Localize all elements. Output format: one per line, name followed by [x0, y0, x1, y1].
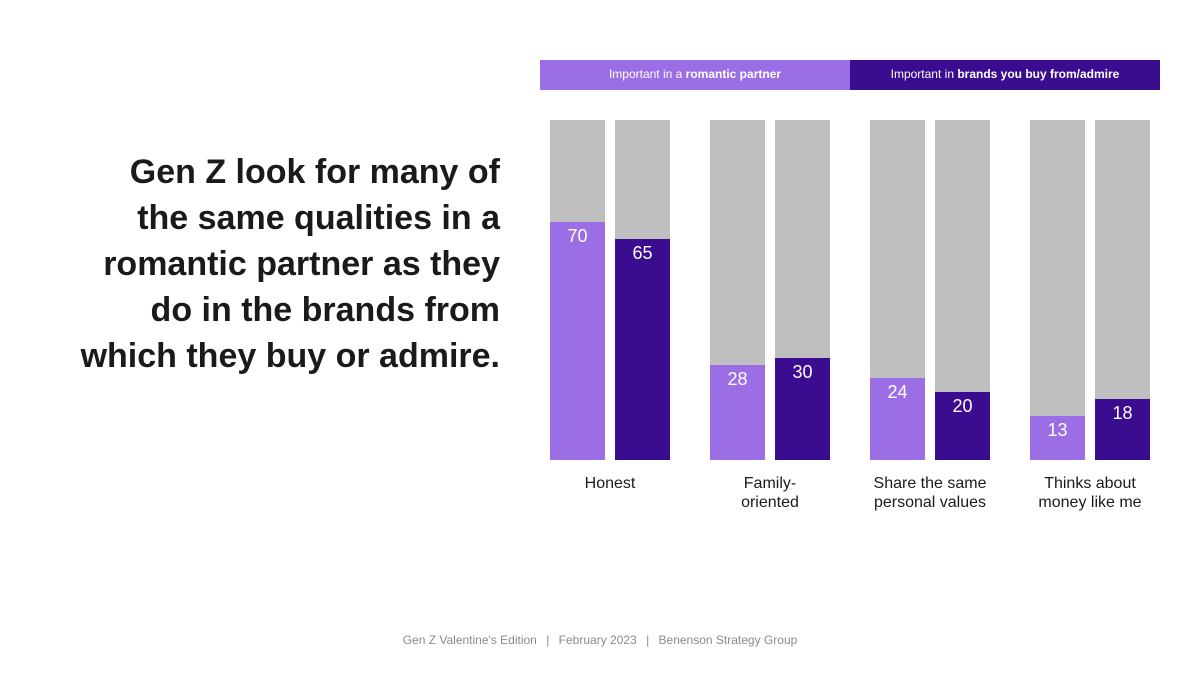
- bar-group: 28 30 Family-oriented: [700, 120, 840, 514]
- footer-sep: |: [546, 633, 549, 647]
- footer: Gen Z Valentine's Edition | February 202…: [0, 633, 1200, 647]
- bar-value: 18: [1095, 403, 1150, 424]
- bar-fill: 65: [615, 239, 670, 460]
- legend-bold: brands you buy from/admire: [957, 67, 1119, 81]
- bar-group: 13 18 Thinks about money like me: [1020, 120, 1160, 514]
- bar-groups: 70 65 Honest 28 30 Family-oriented 24 20 Share t…: [540, 120, 1160, 514]
- bar-value: 70: [550, 226, 605, 247]
- bar-track: 28: [710, 120, 765, 460]
- bar-value: 20: [935, 396, 990, 417]
- bar-pair: 70 65: [550, 120, 670, 460]
- bar-fill: 20: [935, 392, 990, 460]
- category-label: Family-oriented: [741, 474, 799, 514]
- bar-value: 13: [1030, 420, 1085, 441]
- legend: Important in a romantic partner Importan…: [540, 60, 1160, 90]
- bar-pair: 24 20: [870, 120, 990, 460]
- footer-part: February 2023: [559, 633, 637, 647]
- bar-track: 30: [775, 120, 830, 460]
- bar-track: 20: [935, 120, 990, 460]
- legend-prefix: Important in a: [609, 67, 686, 81]
- bar-fill: 18: [1095, 399, 1150, 460]
- legend-prefix: Important in: [891, 67, 958, 81]
- footer-part: Gen Z Valentine's Edition: [403, 633, 537, 647]
- bar-fill: 70: [550, 222, 605, 460]
- headline: Gen Z look for many of the same qualitie…: [70, 150, 500, 379]
- bar-track: 65: [615, 120, 670, 460]
- category-label: Share the same personal values: [860, 474, 1000, 514]
- footer-part: Benenson Strategy Group: [659, 633, 798, 647]
- category-label: Honest: [585, 474, 636, 514]
- bar-pair: 13 18: [1030, 120, 1150, 460]
- bar-group: 24 20 Share the same personal values: [860, 120, 1000, 514]
- legend-bold: romantic partner: [686, 67, 781, 81]
- bar-group: 70 65 Honest: [540, 120, 680, 514]
- legend-item-brands: Important in brands you buy from/admire: [850, 60, 1160, 90]
- bar-value: 30: [775, 362, 830, 383]
- bar-fill: 24: [870, 378, 925, 460]
- legend-item-romantic: Important in a romantic partner: [540, 60, 850, 90]
- bar-fill: 13: [1030, 416, 1085, 460]
- bar-track: 70: [550, 120, 605, 460]
- bar-value: 65: [615, 243, 670, 264]
- category-label: Thinks about money like me: [1020, 474, 1160, 514]
- bar-fill: 30: [775, 358, 830, 460]
- bar-fill: 28: [710, 365, 765, 460]
- footer-sep: |: [646, 633, 649, 647]
- bar-track: 13: [1030, 120, 1085, 460]
- slide: Gen Z look for many of the same qualitie…: [0, 0, 1200, 675]
- bar-track: 24: [870, 120, 925, 460]
- bar-pair: 28 30: [710, 120, 830, 460]
- bar-value: 24: [870, 382, 925, 403]
- bar-value: 28: [710, 369, 765, 390]
- bar-track: 18: [1095, 120, 1150, 460]
- chart: Important in a romantic partner Importan…: [540, 60, 1160, 514]
